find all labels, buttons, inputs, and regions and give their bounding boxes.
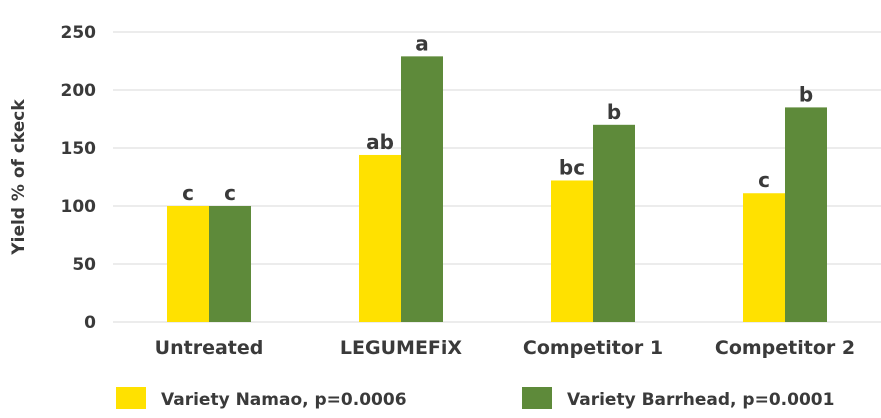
legend-swatch-namao bbox=[116, 387, 146, 409]
y-axis-title: Yield % of ckeck bbox=[9, 99, 29, 256]
x-category-label: Untreated bbox=[155, 337, 264, 359]
y-tick-label: 150 bbox=[61, 139, 97, 159]
significance-label: ab bbox=[366, 130, 394, 154]
legend-label-barrhead: Variety Barrhead, p=0.0001 bbox=[567, 390, 834, 410]
significance-label: b bbox=[799, 82, 813, 106]
legend-label-namao: Variety Namao, p=0.0006 bbox=[161, 390, 407, 410]
y-tick-label: 250 bbox=[61, 23, 97, 43]
bar-barrhead-1 bbox=[401, 56, 443, 323]
x-category-label: LEGUMEFiX bbox=[340, 337, 462, 359]
bar-barrhead-2 bbox=[593, 124, 635, 322]
significance-label: bc bbox=[559, 155, 585, 179]
bar-namao-2 bbox=[551, 180, 593, 322]
bar-namao-0 bbox=[167, 206, 209, 322]
legend: Variety Namao, p=0.0006 Variety Barrhead,… bbox=[116, 387, 834, 410]
significance-label: c bbox=[224, 181, 236, 205]
significance-label: b bbox=[607, 100, 621, 124]
significance-label: c bbox=[182, 181, 194, 205]
y-tick-label: 0 bbox=[84, 313, 96, 333]
y-tick-labels: 0 50 100 150 200 250 bbox=[61, 23, 97, 333]
significance-label: c bbox=[758, 168, 770, 192]
x-category-labels: Untreated LEGUMEFiX Competitor 1 Competitor… bbox=[155, 337, 855, 359]
y-tick-label: 50 bbox=[72, 255, 96, 275]
bar-namao-3 bbox=[743, 193, 785, 322]
significance-label: a bbox=[415, 31, 429, 55]
bars bbox=[167, 56, 827, 323]
bar-barrhead-0 bbox=[209, 206, 251, 322]
x-category-label: Competitor 2 bbox=[715, 337, 855, 359]
x-category-label: Competitor 1 bbox=[523, 337, 663, 359]
y-tick-label: 100 bbox=[61, 197, 97, 217]
bar-namao-1 bbox=[359, 154, 401, 322]
bar-barrhead-3 bbox=[785, 107, 827, 323]
legend-swatch-barrhead bbox=[522, 387, 552, 409]
y-tick-label: 200 bbox=[61, 81, 97, 101]
